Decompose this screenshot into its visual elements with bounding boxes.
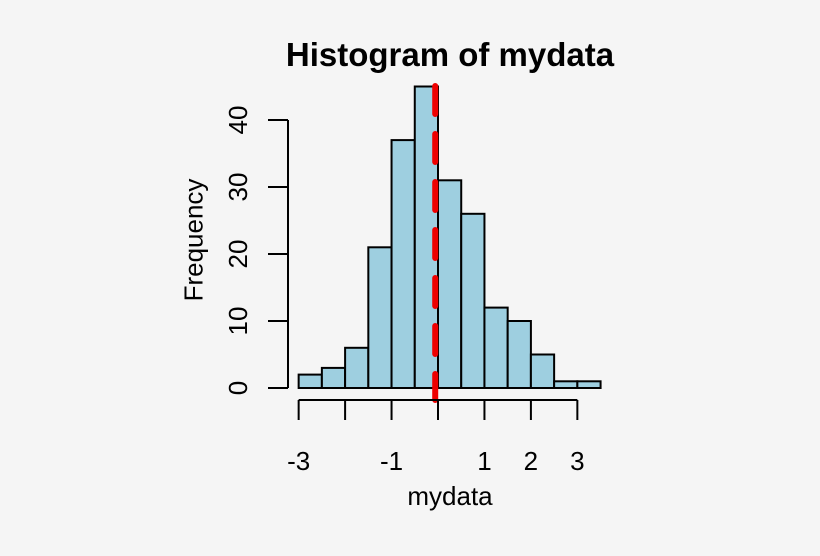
histogram-bar (576, 380, 602, 389)
histogram-bar (506, 320, 532, 389)
y-tick-label: 40 (223, 106, 253, 135)
histogram-bar (297, 373, 323, 390)
histogram-bar (437, 179, 463, 389)
y-tick-label: 30 (223, 173, 253, 202)
y-tick-label: 20 (223, 240, 253, 269)
x-axis: -3 -1 1 2 3 (287, 399, 585, 476)
histogram-bar (344, 346, 370, 389)
x-axis-label: mydata (407, 481, 493, 511)
histogram-bar (390, 139, 416, 389)
x-tick-label: 1 (477, 446, 491, 476)
histogram-bar (553, 380, 579, 389)
y-tick-label: 0 (223, 381, 253, 395)
x-tick-label: -3 (287, 446, 310, 476)
histogram-bar (320, 366, 347, 389)
x-tick-label: -1 (380, 446, 403, 476)
x-tick-label: 3 (570, 446, 584, 476)
y-axis: 0 10 20 30 40 (223, 106, 289, 395)
histogram-bar (367, 246, 393, 389)
y-tick-label: 10 (223, 307, 253, 336)
chart-title: Histogram of mydata (285, 36, 615, 73)
histogram-bars (297, 85, 602, 390)
x-tick-label: 2 (524, 446, 538, 476)
histogram-bar (460, 212, 486, 389)
histogram-bar (483, 306, 509, 390)
histogram-bar (529, 353, 556, 389)
